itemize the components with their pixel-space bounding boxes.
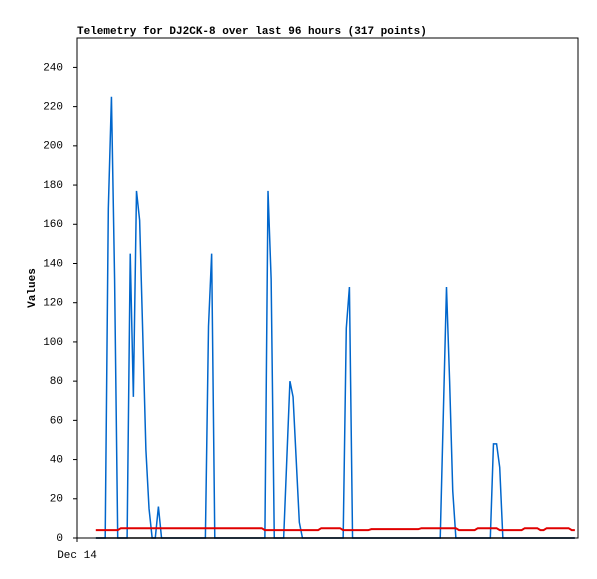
y-tick-label: 0 <box>56 533 63 545</box>
y-tick-label: 120 <box>43 298 63 310</box>
y-tick-label: 240 <box>43 62 63 74</box>
y-tick-label: 220 <box>43 102 63 114</box>
y-tick-label: 40 <box>50 454 63 466</box>
y-tick-label: 100 <box>43 337 63 349</box>
y-tick-label: 140 <box>43 258 63 270</box>
y-tick-label: 20 <box>50 494 63 506</box>
x-tick-label: Dec 14 <box>57 550 97 562</box>
y-tick-label: 160 <box>43 219 63 231</box>
chart-title: Telemetry for DJ2CK-8 over last 96 hours… <box>77 26 427 38</box>
y-tick-label: 200 <box>43 141 63 153</box>
y-tick-label: 80 <box>50 376 63 388</box>
y-tick-label: 60 <box>50 415 63 427</box>
y-axis-label: Values <box>27 268 39 308</box>
series-line <box>95 527 575 532</box>
y-tick-label: 180 <box>43 180 63 192</box>
